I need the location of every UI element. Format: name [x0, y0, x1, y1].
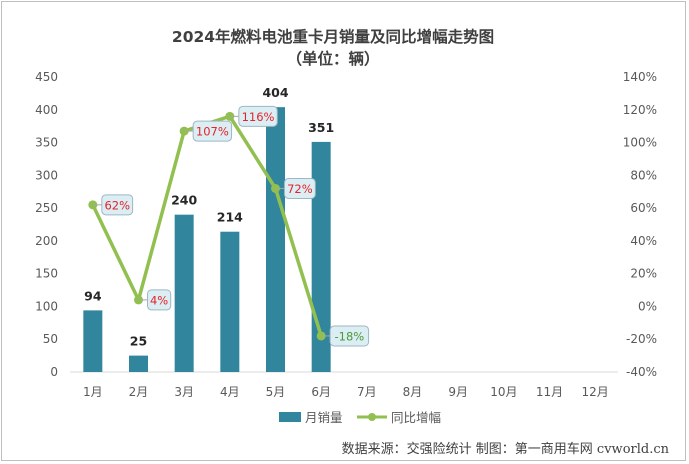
legend-line-label: 同比增幅: [391, 410, 441, 425]
growth-label-box: [147, 289, 172, 311]
legend-bar-swatch: [279, 412, 301, 422]
y-right-tick-label: 100%: [623, 136, 657, 150]
bar-value-label: 240: [171, 193, 197, 208]
y-left-tick-label: 50: [43, 332, 58, 346]
x-tick-label: 3月: [174, 385, 194, 399]
y-left-tick-label: 150: [35, 267, 58, 281]
x-tick-label: 1月: [83, 385, 103, 399]
x-tick-label: 4月: [220, 385, 240, 399]
bar: [83, 310, 103, 372]
x-tick-label: 7月: [357, 385, 377, 399]
x-tick-label: 12月: [582, 385, 609, 399]
y-right-tick-label: 40%: [630, 234, 657, 248]
y-left-tick-label: 450: [35, 70, 58, 84]
y-right-tick-label: -20%: [626, 332, 657, 346]
growth-line: [91, 114, 323, 338]
legend: 月销量 同比增幅: [279, 410, 441, 425]
bar-value-label: 214: [217, 210, 243, 225]
growth-value-label: 107%: [196, 125, 229, 139]
x-tick-label: 6月: [311, 385, 331, 399]
bar: [311, 141, 331, 372]
growth-label-box: [238, 105, 278, 127]
y-left-tick-label: 350: [35, 136, 58, 150]
source-note: 数据来源：交强险统计 制图：第一商用车网 cvworld.cn: [341, 442, 669, 457]
growth-value-label: 62%: [104, 198, 130, 212]
y-left-tick-label: 300: [35, 168, 58, 182]
growth-value-label: 72%: [287, 182, 313, 196]
growth-value-label: 4%: [150, 293, 168, 307]
bar: [220, 231, 240, 372]
growth-label-box: [284, 177, 316, 199]
x-tick-label: 8月: [403, 385, 423, 399]
growth-value-label: -18%: [335, 329, 365, 343]
growth-label-box: [329, 325, 370, 347]
y-right-tick-label: 140%: [623, 70, 657, 84]
bar-value-label: 351: [308, 120, 334, 135]
x-tick-label: 2月: [129, 385, 149, 399]
x-tick-label: 5月: [266, 385, 286, 399]
legend-bar-label: 月销量: [305, 410, 343, 425]
y-right-tick-label: -40%: [626, 365, 657, 379]
bar: [174, 214, 194, 372]
growth-label-box: [192, 120, 233, 142]
bar-value-label: 94: [84, 288, 102, 303]
y-left-tick-label: 250: [35, 201, 58, 215]
bar-value-label: 404: [262, 85, 288, 100]
y-left-tick-label: 0: [50, 365, 58, 379]
y-right-tick-label: 0%: [638, 299, 657, 313]
plot-area: 0 50 100 150 200 250 300 350 400 450 -40% -20% 0% 20%…: [35, 70, 657, 399]
x-tick-label: 11月: [536, 385, 563, 399]
legend-line-marker: [368, 413, 376, 421]
y-left-tick-label: 100: [35, 299, 58, 313]
chart-subtitle: （单位：辆）: [286, 49, 379, 68]
growth-label-box: [101, 194, 134, 216]
bar-value-label: 25: [130, 334, 147, 349]
y-right-tick-label: 60%: [630, 201, 657, 215]
x-tick-label: 9月: [448, 385, 468, 399]
bar: [266, 107, 285, 373]
y-left-tick-label: 200: [35, 234, 58, 248]
y-left-tick-label: 400: [35, 103, 58, 117]
bar: [129, 355, 148, 372]
chart-title: 2024年燃料电池重卡月销量及同比增幅走势图: [172, 27, 494, 46]
y-right-tick-label: 20%: [630, 267, 657, 281]
y-right-tick-label: 80%: [630, 168, 657, 182]
x-tick-label: 10月: [490, 385, 517, 399]
y-right-tick-label: 120%: [623, 103, 657, 117]
growth-value-label: 116%: [242, 110, 275, 124]
